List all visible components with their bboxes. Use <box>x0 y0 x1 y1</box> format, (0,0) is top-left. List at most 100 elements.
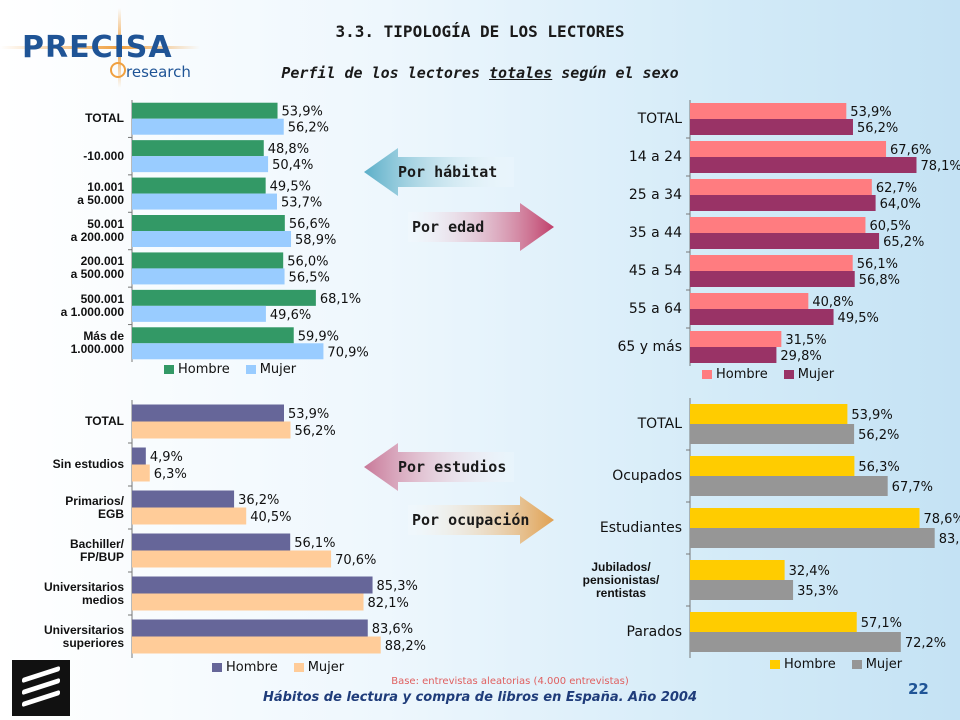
legend-swatch <box>702 370 712 379</box>
value-label: 56,5% <box>289 270 330 285</box>
category-label: 14 a 24 <box>628 148 682 165</box>
value-label: 57,1% <box>861 616 902 631</box>
bar-hombre-bachiller <box>132 533 291 551</box>
value-label: 60,5% <box>869 219 910 234</box>
bar-hombre-55-a-64 <box>690 293 809 309</box>
bar-mujer-14-a-24 <box>690 157 917 173</box>
category-label: Universitarios medios <box>43 579 124 607</box>
category-label: Jubilados/ pensionistas/ rentistas <box>582 559 660 600</box>
bar-mujer-25-a-34 <box>690 195 876 211</box>
legend-swatch <box>770 660 780 669</box>
value-label: 4,9% <box>150 450 183 465</box>
bar-mujer-mas-de <box>132 343 324 360</box>
bar-mujer-50-001 <box>132 231 292 247</box>
bar-hombre-total <box>690 404 848 424</box>
chart-estudios: 53,9% 56,2% 4,9% 6,3% 36,2% 40,5% 56,1% 70,6% 85… <box>20 400 474 658</box>
legend-label: Hombre <box>716 367 768 382</box>
value-label: 68,1% <box>320 292 361 307</box>
legend-swatch <box>293 663 304 672</box>
bar-hombre-10-001 <box>132 177 266 194</box>
value-label: 53,7% <box>281 196 322 211</box>
legend-swatch <box>164 365 174 374</box>
value-label: 35,3% <box>797 584 838 599</box>
category-label: Ocupados <box>612 467 682 484</box>
value-label: 78,1% <box>920 159 960 174</box>
value-label: 83,8% <box>939 532 960 547</box>
value-label: 56,2% <box>294 424 335 439</box>
precisa-logo: PRECISA research <box>0 0 220 90</box>
category-label: TOTAL <box>85 111 124 126</box>
bar-mujer-200-001 <box>132 268 285 285</box>
value-label: 50,4% <box>272 158 313 173</box>
legend-label: Mujer <box>259 362 297 377</box>
value-label: 58,9% <box>295 233 336 248</box>
bar-mujer-total <box>132 118 284 135</box>
chart-edad: 53,9% 56,2% 67,6% 78,1% 62,7% 64,0% 60,5% 65,2%… <box>590 100 960 366</box>
chart-svg: 53,9%56,2% 48,8%50,4% 49,5%53,7% 56,6%58,9%… <box>128 100 369 362</box>
bar-mujer-universitarios <box>132 593 364 611</box>
subtitle-pre: Perfil de los lectores <box>281 64 490 82</box>
bar-mujer-total <box>132 421 291 439</box>
bar-mujer-estudiantes <box>690 528 935 548</box>
category-label: Primarios/ EGB <box>65 493 124 521</box>
bar-mujer-primarios <box>132 507 247 525</box>
value-label: 29,8% <box>780 349 821 364</box>
category-label: Estudiantes <box>599 519 682 536</box>
legend-swatch <box>783 370 794 379</box>
arrow-left-icon <box>364 148 514 196</box>
bar-mujer-total <box>690 119 853 135</box>
value-label: 70,6% <box>335 553 376 568</box>
category-label: Parados <box>626 623 682 640</box>
legend-label: Hombre <box>178 362 230 377</box>
bar-mujer-sin-estudios <box>132 464 150 482</box>
page-subtitle: Perfil de los lectores totales según el … <box>230 64 730 82</box>
category-label: Bachiller/ FP/BUP <box>69 536 124 564</box>
bar-hombre-50-001 <box>132 215 285 231</box>
category-label: TOTAL <box>637 415 682 432</box>
legend-label: Mujer <box>797 367 835 382</box>
value-label: 56,2% <box>857 121 898 136</box>
value-label: 31,5% <box>785 333 826 348</box>
footer-source: Hábitos de lectura y compra de libros en… <box>262 690 698 705</box>
bar-mujer-10-001 <box>132 193 277 210</box>
category-label: 55 a 64 <box>628 300 682 317</box>
category-label: Universitarios superiores <box>43 622 124 650</box>
category-label: TOTAL <box>85 414 124 428</box>
category-label: 200.001 a 500.000 <box>70 254 124 282</box>
bar-mujer-35-a-44 <box>690 233 880 249</box>
bar-hombre-parados <box>690 612 857 632</box>
arrow-por-estudios: Por estudios <box>364 443 514 491</box>
category-label: 25 a 34 <box>628 186 682 203</box>
bar-hombre-jubilados <box>690 560 785 580</box>
value-label: 78,6% <box>924 512 960 527</box>
category-label: Más de 1.000.000 <box>70 329 124 357</box>
bar-hombre-14-a-24 <box>690 141 887 157</box>
bar-hombre-primarios <box>132 490 235 508</box>
bar-mujer-bachiller <box>132 550 332 568</box>
bar-hombre-500-001 <box>132 289 316 306</box>
value-label: 6,3% <box>154 467 187 482</box>
arrow-label: Por estudios <box>398 458 507 476</box>
value-label: 40,8% <box>812 295 853 310</box>
chart-legend: Hombre Mujer <box>164 362 296 377</box>
bar-mujer-45-a-54 <box>690 271 855 287</box>
logo-streak-vertical <box>118 8 121 88</box>
arrow-label: Por edad <box>412 218 485 236</box>
bar-hombre-ocupados <box>690 456 855 476</box>
subtitle-post: según el sexo <box>552 64 679 82</box>
bar-hombre-mas-de <box>132 327 294 344</box>
bar-mujer-65-y-mas <box>690 347 777 363</box>
bar-hombre-universitarios <box>132 619 368 637</box>
value-label: 32,4% <box>789 564 830 579</box>
chart-svg: 53,9% 56,2% 4,9% 6,3% 36,2% 40,5%56,1%70,6%85… <box>128 400 426 658</box>
legend-swatch <box>851 660 862 669</box>
value-label: 53,9% <box>850 105 891 120</box>
value-label: 64,0% <box>880 197 921 212</box>
value-label: 56,3% <box>858 460 899 475</box>
value-label: 82,1% <box>368 596 409 611</box>
category-label: 65 y más <box>617 338 682 355</box>
value-label: 49,6% <box>270 308 311 323</box>
value-label: 40,5% <box>250 510 291 525</box>
category-label: 45 a 54 <box>628 262 682 279</box>
bar-hombre-35-a-44 <box>690 217 866 233</box>
